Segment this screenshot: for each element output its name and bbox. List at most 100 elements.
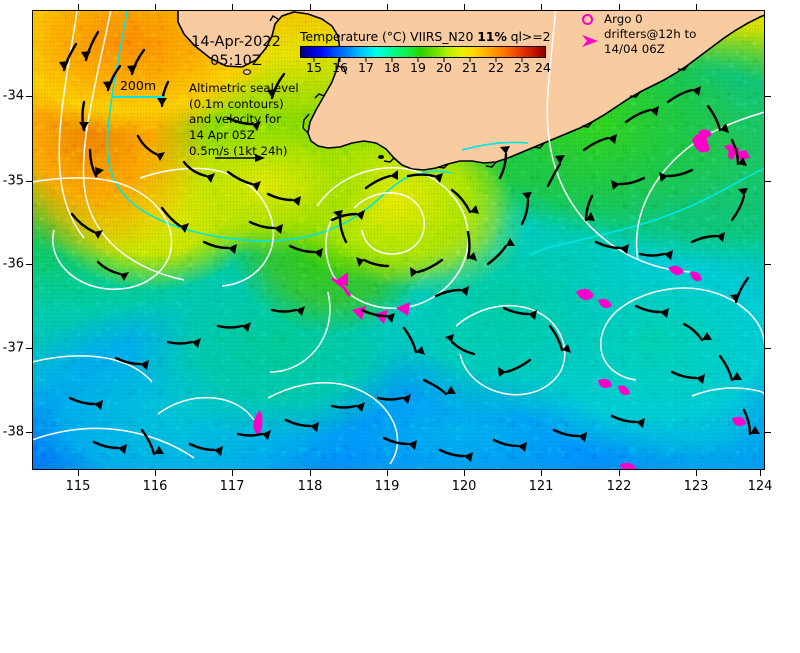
colorbar-tick-label-9: 24 <box>535 60 551 75</box>
colorbar-tick-label-8: 23 <box>514 60 530 75</box>
x-tick-top-1 <box>155 4 156 10</box>
x-tick-top-3 <box>310 4 311 10</box>
colorbar-ticks: 15 16 17 18 19 20 21 22 23 24 <box>300 58 551 75</box>
x-tick-label-7: 122 <box>606 479 632 494</box>
x-tick-label-3: 118 <box>297 479 323 494</box>
y-tick-3 <box>26 348 32 349</box>
colorbar-tick-label-3: 18 <box>384 60 400 75</box>
map-vector-overlays <box>32 10 765 470</box>
datestamp-date: 14-Apr-2022 <box>191 34 281 50</box>
colorbar-title: Temperature (°C) VIIRS_N20 11% ql>=2 <box>300 29 551 44</box>
datestamp-time: 05:10Z <box>210 52 262 69</box>
colorbar-tick-label-4: 19 <box>410 60 426 75</box>
x-tick-6 <box>541 470 542 476</box>
colorbar-tick-label-7: 22 <box>488 60 504 75</box>
coastline-detail-south <box>383 64 689 169</box>
x-tick-0 <box>78 470 79 476</box>
drifter-blob-east-1 <box>728 148 735 160</box>
drifter-arrow-4 <box>396 302 410 316</box>
annotation-line-4: 14 Apr 05Z <box>189 128 256 143</box>
colorbar-tick-label-2: 17 <box>358 60 374 75</box>
scalebar-line-icon <box>112 96 164 98</box>
velocity-vector-layer <box>59 30 760 462</box>
colorbar-tick-label-1: 16 <box>332 60 348 75</box>
annotation-line-3: and velocity for <box>189 112 282 127</box>
argo-legend-line-3: 14/04 06Z <box>604 42 665 57</box>
drifter-arrow-icon <box>582 35 598 47</box>
land-polygon-main <box>177 10 765 171</box>
drifter-blob-ne-3 <box>736 150 750 160</box>
datestamp-block: 14-Apr-2022 05:10Z <box>176 33 296 70</box>
drifter-arrow-1 <box>334 272 348 286</box>
drifter-blob-s-1 <box>253 410 263 436</box>
drifter-blob-c-4 <box>690 271 702 281</box>
argo-legend-line-1: Argo 0 <box>604 12 643 26</box>
drifter-blob-ne-lg <box>692 133 710 153</box>
map-plot-area[interactable] <box>32 10 765 470</box>
argo-float-ring-icon <box>582 14 593 25</box>
y-tick-label-0: -34 <box>2 88 24 104</box>
x-tick-label-1: 116 <box>142 479 168 494</box>
colorbar-tickmark-7 <box>495 58 497 62</box>
colorbar-tick-label-0: 15 <box>306 60 322 75</box>
coastline-detail-capes <box>269 15 347 134</box>
x-tick-label-4: 119 <box>374 479 400 494</box>
argo-legend-line-2: drifters@12h to <box>604 27 697 42</box>
y-tick-1 <box>26 181 32 182</box>
x-tick-1 <box>155 470 156 476</box>
x-tick-7 <box>619 470 620 476</box>
sst-map-figure: 115 116 117 118 119 120 121 122 123 124 … <box>2 4 800 653</box>
y-tick-label-2: -36 <box>2 256 24 272</box>
island-blob-2 <box>378 155 384 159</box>
x-tick-label-2: 117 <box>219 479 245 494</box>
x-tick-top-7 <box>619 4 620 10</box>
x-tick-8 <box>696 470 697 476</box>
x-tick-label-9: 124 <box>747 479 773 494</box>
drifter-blob-s-5 <box>732 416 746 426</box>
x-tick-label-5: 120 <box>451 479 477 494</box>
x-tick-top-2 <box>232 4 233 10</box>
drifter-blob-s-3 <box>618 385 630 395</box>
colorbar-tickmark-5 <box>443 58 445 62</box>
colorbar-legend: Temperature (°C) VIIRS_N20 11% ql>=2 15 … <box>300 29 551 75</box>
x-tick-top-6 <box>541 4 542 10</box>
scalebar-label: 200m <box>119 78 157 93</box>
x-tick-top-4 <box>387 4 388 10</box>
drifter-blob-c-2 <box>598 298 612 308</box>
colorbar-tickmark-8 <box>521 58 523 62</box>
colorbar-tickmark-6 <box>469 58 471 62</box>
y-tick-right-3 <box>765 348 771 349</box>
x-tick-label-6: 121 <box>528 479 554 494</box>
colorbar-tickmark-3 <box>391 58 393 62</box>
y-tick-right-0 <box>765 96 771 97</box>
y-tick-label-1: -35 <box>2 173 24 189</box>
argo-legend-text: Argo 0 drifters@12h to 14/04 06Z <box>604 12 696 57</box>
x-tick-top-5 <box>464 4 465 10</box>
y-tick-label-3: -37 <box>2 340 24 356</box>
annotation-line-1: Altimetric sealevel <box>189 81 299 95</box>
bathymetry-200m-contour-east <box>529 167 765 256</box>
y-tick-2 <box>26 264 32 265</box>
x-tick-label-0: 115 <box>65 479 91 494</box>
drifter-arrow-2 <box>352 306 366 320</box>
x-tick-9 <box>760 470 761 476</box>
drifter-blob-c-1 <box>576 288 594 301</box>
drifter-arrow-3 <box>374 310 388 324</box>
colorbar-gradient[interactable] <box>300 46 546 58</box>
island-blob-1 <box>243 69 251 75</box>
y-tick-4 <box>26 432 32 433</box>
colorbar-tickmark-0 <box>313 58 315 62</box>
x-tick-5 <box>464 470 465 476</box>
colorbar-tick-label-6: 21 <box>462 60 478 75</box>
colorbar-title-suffix: ql>=2 <box>506 29 551 44</box>
colorbar-title-prefix: Temperature (°C) VIIRS_N20 <box>300 29 478 44</box>
y-tick-right-1 <box>765 181 771 182</box>
altimetry-annotation-block: Altimetric sealevel (0.1m contours) and … <box>189 81 314 159</box>
annotation-line-5: 0.5m/s (1kt 24h) <box>189 143 288 158</box>
x-tick-4 <box>387 470 388 476</box>
x-tick-3 <box>310 470 311 476</box>
annotation-line-2: (0.1m contours) <box>189 96 284 111</box>
colorbar-tickmark-4 <box>417 58 419 62</box>
drifter-blob-c-3 <box>668 265 684 276</box>
bathymetry-scalebar-legend: 200m <box>112 78 164 98</box>
